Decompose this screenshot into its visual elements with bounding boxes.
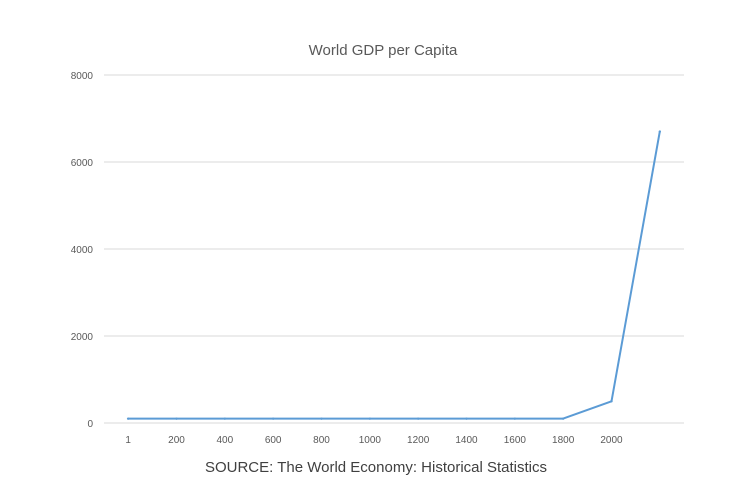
data-point bbox=[658, 130, 662, 133]
data-point bbox=[368, 417, 372, 420]
x-tick-label: 1400 bbox=[455, 435, 478, 446]
source-note: SOURCE: The World Economy: Historical St… bbox=[205, 459, 547, 476]
y-tick-label: 8000 bbox=[71, 71, 94, 82]
x-tick-label: 1800 bbox=[552, 435, 575, 446]
y-tick-label: 6000 bbox=[71, 158, 94, 169]
x-tick-label: 200 bbox=[168, 435, 185, 446]
data-point bbox=[513, 417, 517, 420]
chart-title: World GDP per Capita bbox=[309, 42, 458, 59]
y-tick-label: 0 bbox=[87, 419, 93, 430]
x-tick-label: 600 bbox=[265, 435, 282, 446]
x-tick-label: 800 bbox=[313, 435, 330, 446]
data-point bbox=[126, 417, 130, 420]
data-point bbox=[465, 417, 468, 420]
data-point bbox=[223, 417, 227, 420]
x-tick-label: 1 bbox=[125, 435, 131, 446]
series-group bbox=[126, 130, 662, 420]
x-tick-label: 1200 bbox=[407, 435, 430, 446]
y-axis-tick-labels: 0 2000 4000 6000 8000 bbox=[71, 71, 94, 430]
x-tick-label: 400 bbox=[216, 435, 233, 446]
y-tick-label: 4000 bbox=[71, 245, 94, 256]
x-tick-label: 2000 bbox=[600, 435, 623, 446]
series-line bbox=[127, 130, 661, 420]
data-point bbox=[610, 400, 613, 403]
x-axis-tick-labels: 1 200 400 600 800 1000 1200 1400 1600 1800 2000 bbox=[125, 435, 623, 446]
data-point bbox=[175, 417, 178, 420]
data-point bbox=[271, 417, 275, 420]
data-point bbox=[561, 417, 565, 420]
y-tick-label: 2000 bbox=[71, 332, 94, 343]
gridlines bbox=[104, 74, 684, 424]
x-tick-label: 1000 bbox=[359, 435, 382, 446]
data-point bbox=[320, 417, 323, 420]
x-tick-label: 1600 bbox=[504, 435, 527, 446]
data-point bbox=[416, 417, 420, 420]
